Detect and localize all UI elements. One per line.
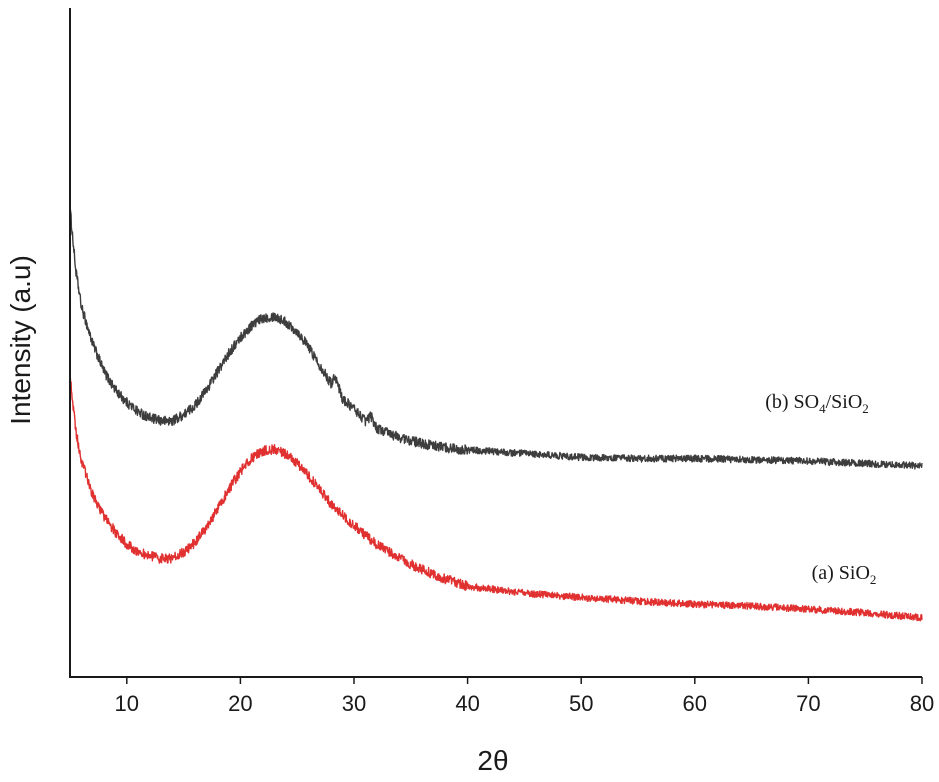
x-axis-title: 2θ [477, 745, 508, 776]
series-label-a: (a) SiO2 [812, 562, 877, 587]
x-tick-label: 20 [228, 691, 252, 716]
series-label-b-sub1: 4 [819, 401, 826, 416]
series-label-b-sub2: 2 [862, 401, 869, 416]
series-label-a-main: (a) SiO [812, 562, 870, 584]
series-label-b-mid: /SiO [826, 391, 863, 413]
x-tick-label: 30 [342, 691, 366, 716]
series-label-b-main: (b) SO [765, 391, 819, 413]
x-ticks: 10 20 30 40 50 60 70 80 [115, 677, 934, 716]
x-tick-label: 40 [455, 691, 479, 716]
x-tick-label: 70 [796, 691, 820, 716]
x-tick-label: 10 [115, 691, 139, 716]
x-tick-label: 80 [910, 691, 934, 716]
x-tick-label: 50 [569, 691, 593, 716]
series-label-a-sub1: 2 [870, 572, 877, 587]
series-label-b: (b) SO4/SiO2 [765, 391, 869, 416]
series-line-a [69, 373, 923, 622]
plot-lines [69, 209, 923, 622]
y-axis-title: Intensity (a.u) [5, 255, 36, 425]
series-line-b [69, 209, 923, 470]
x-tick-label: 60 [683, 691, 707, 716]
